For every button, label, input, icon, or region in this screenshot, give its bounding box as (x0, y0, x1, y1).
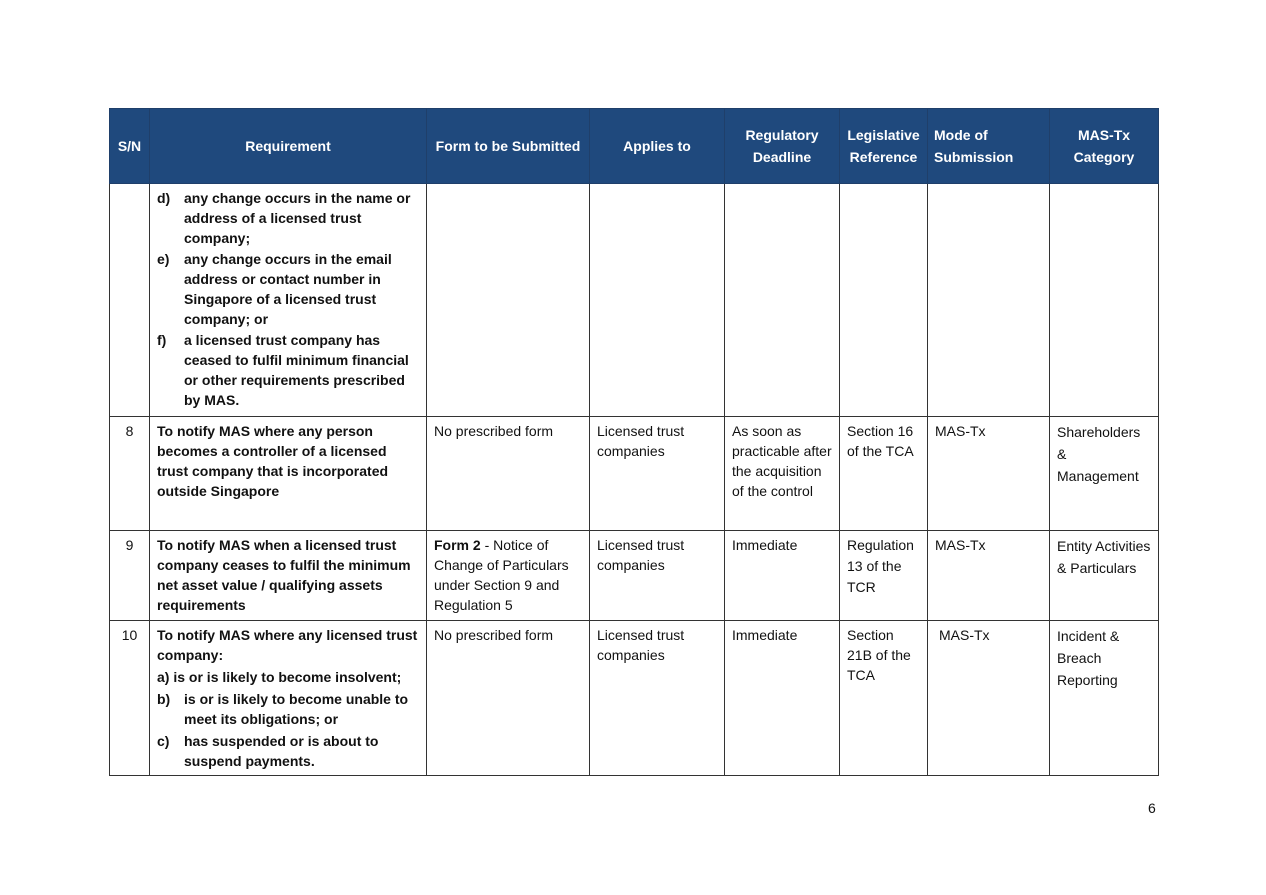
deadline-cell: Immediate (724, 620, 840, 776)
table-row: 9 To notify MAS when a licensed trust co… (109, 530, 1159, 621)
table-row-continuation: d) any change occurs in the name or addre… (109, 183, 1159, 417)
requirements-table: S/N Requirement Form to be Submitted App… (109, 108, 1159, 776)
category-cell: Incident & Breach Reporting (1049, 620, 1159, 776)
sn-cell: 10 (109, 620, 150, 776)
sn-cell: 9 (109, 530, 150, 621)
mode-cell: MAS-Tx (927, 416, 1050, 531)
applies-cell: Licensed trust companies (589, 530, 725, 621)
applies-cell: Licensed trust companies (589, 416, 725, 531)
table-row: 10 To notify MAS where any licensed trus… (109, 620, 1159, 776)
category-cell: Entity Activities & Particulars (1049, 530, 1159, 621)
header-requirement: Requirement (149, 108, 427, 184)
mode-cell: MAS-Tx (927, 620, 1050, 776)
header-mode: Mode of Submission (927, 108, 1050, 184)
deadline-cell: As soon as practicable after the acquisi… (724, 416, 840, 531)
header-reference: Legislative Reference (839, 108, 928, 184)
list-item: d) any change occurs in the name or addre… (157, 190, 411, 246)
form-cell: No prescribed form (426, 416, 590, 531)
list-item: e) any change occurs in the email address… (157, 251, 392, 327)
table-header-row: S/N Requirement Form to be Submitted App… (109, 108, 1159, 184)
list-item: f) a licensed trust company has ceased to… (157, 332, 409, 408)
sn-cell: 8 (109, 416, 150, 531)
header-form: Form to be Submitted (426, 108, 590, 184)
form-cell: No prescribed form (426, 620, 590, 776)
form-cell: Form 2 - Notice of Change of Particulars… (426, 530, 590, 621)
page-number: 6 (1148, 800, 1156, 816)
reference-cell: Regulation 13 of the TCR (839, 530, 928, 621)
requirement-cell: To notify MAS when a licensed trust comp… (149, 530, 427, 621)
header-category: MAS-Tx Category (1049, 108, 1159, 184)
header-deadline: Regulatory Deadline (724, 108, 840, 184)
table-row: 8 To notify MAS where any person becomes… (109, 416, 1159, 531)
requirement-cell: To notify MAS where any person becomes a… (149, 416, 427, 531)
reference-cell: Section 21B of the TCA (839, 620, 928, 776)
header-sn: S/N (109, 108, 150, 184)
applies-cell: Licensed trust companies (589, 620, 725, 776)
mode-cell: MAS-Tx (927, 530, 1050, 621)
category-cell: Shareholders & Management (1049, 416, 1159, 531)
list-item: c) has suspended or is about to suspend p… (157, 733, 379, 769)
reference-cell: Section 16 of the TCA (839, 416, 928, 531)
requirement-cell: d) any change occurs in the name or addre… (149, 183, 427, 417)
deadline-cell: Immediate (724, 530, 840, 621)
header-applies: Applies to (589, 108, 725, 184)
list-item: b) is or is likely to become unable to me… (157, 691, 409, 727)
requirement-cell: To notify MAS where any licensed trust c… (149, 620, 427, 776)
list-item: a) is or is likely to become insolvent; (157, 669, 402, 685)
